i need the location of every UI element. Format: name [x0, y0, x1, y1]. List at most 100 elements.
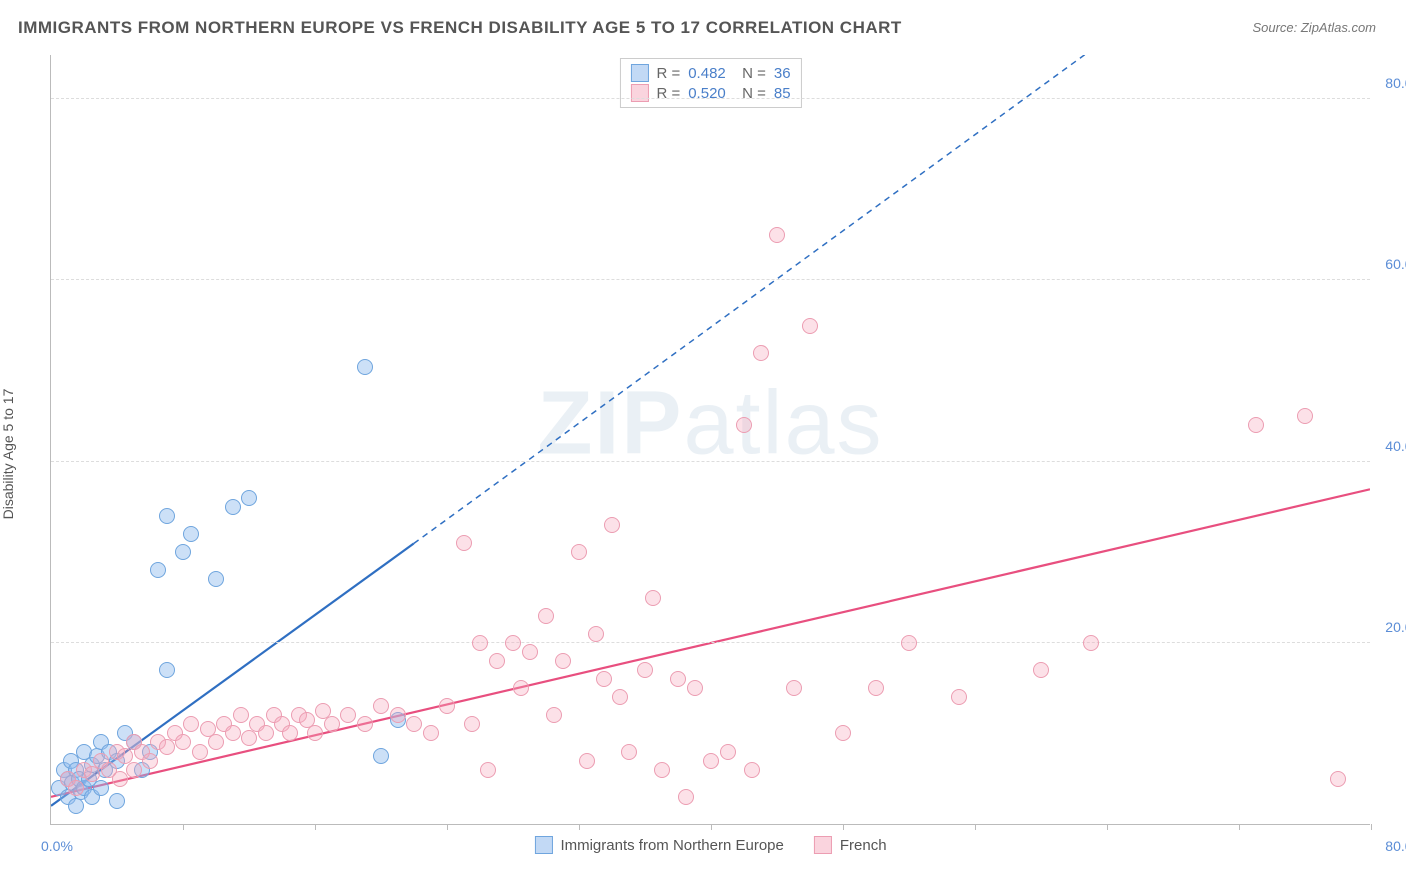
scatter-point [142, 753, 158, 769]
scatter-point [645, 590, 661, 606]
y-tick-label: 20.0% [1385, 619, 1406, 635]
scatter-point [208, 571, 224, 587]
scatter-point [868, 680, 884, 696]
stats-r-value: 0.482 [688, 65, 726, 82]
scatter-point [192, 744, 208, 760]
scatter-point [753, 345, 769, 361]
y-tick-label: 80.0% [1385, 75, 1406, 91]
gridline-h [51, 279, 1370, 280]
scatter-point [373, 748, 389, 764]
scatter-point [109, 793, 125, 809]
scatter-point [233, 707, 249, 723]
source-attribution: Source: ZipAtlas.com [1252, 20, 1376, 35]
scatter-point [258, 725, 274, 741]
x-axis-legend: Immigrants from Northern Europe French [534, 836, 886, 854]
y-tick-label: 40.0% [1385, 438, 1406, 454]
scatter-point [456, 535, 472, 551]
scatter-point [769, 227, 785, 243]
x-tick [1239, 824, 1240, 830]
scatter-point [324, 716, 340, 732]
scatter-point [835, 725, 851, 741]
scatter-point [472, 635, 488, 651]
gridline-h [51, 461, 1370, 462]
x-axis-max-label: 80.0% [1385, 838, 1406, 854]
scatter-point [571, 544, 587, 560]
scatter-point [538, 608, 554, 624]
x-tick [1371, 824, 1372, 830]
x-legend-item: French [814, 836, 887, 854]
scatter-point [1297, 408, 1313, 424]
scatter-point [612, 689, 628, 705]
gridline-h [51, 642, 1370, 643]
scatter-point [802, 318, 818, 334]
scatter-point [489, 653, 505, 669]
scatter-point [522, 644, 538, 660]
scatter-point [687, 680, 703, 696]
x-tick [315, 824, 316, 830]
scatter-point [159, 739, 175, 755]
legend-label: French [840, 837, 887, 854]
stats-legend-box: R = 0.482 N = 36 R = 0.520 N = 85 [619, 58, 801, 108]
scatter-point [703, 753, 719, 769]
scatter-point [208, 734, 224, 750]
legend-label: Immigrants from Northern Europe [560, 837, 783, 854]
scatter-point [241, 490, 257, 506]
x-tick [579, 824, 580, 830]
x-axis-min-label: 0.0% [41, 838, 73, 854]
scatter-point [654, 762, 670, 778]
x-tick [1107, 824, 1108, 830]
x-tick [711, 824, 712, 830]
legend-swatch [630, 64, 648, 82]
scatter-point [175, 734, 191, 750]
scatter-point [225, 499, 241, 515]
scatter-point [588, 626, 604, 642]
legend-swatch [534, 836, 552, 854]
scatter-point [513, 680, 529, 696]
x-tick [447, 824, 448, 830]
stats-n-label: N = [734, 65, 766, 82]
scatter-point [357, 716, 373, 732]
scatter-point [159, 662, 175, 678]
scatter-point [225, 725, 241, 741]
scatter-point [390, 707, 406, 723]
scatter-point [68, 780, 84, 796]
stats-n-value: 36 [774, 65, 791, 82]
scatter-point [183, 716, 199, 732]
legend-swatch [814, 836, 832, 854]
scatter-point [150, 562, 166, 578]
gridline-h [51, 98, 1370, 99]
scatter-point [84, 766, 100, 782]
scatter-point [159, 508, 175, 524]
scatter-point [480, 762, 496, 778]
trend-lines-svg [51, 55, 1370, 824]
scatter-point [340, 707, 356, 723]
scatter-point [596, 671, 612, 687]
legend-swatch [630, 84, 648, 102]
y-tick-label: 60.0% [1385, 256, 1406, 272]
stats-row: R = 0.482 N = 36 [630, 63, 790, 83]
x-tick [183, 824, 184, 830]
scatter-point [439, 698, 455, 714]
scatter-point [68, 798, 84, 814]
scatter-point [720, 744, 736, 760]
chart-title: IMMIGRANTS FROM NORTHERN EUROPE VS FRENC… [18, 18, 902, 38]
scatter-point [307, 725, 323, 741]
scatter-point [621, 744, 637, 760]
stats-row: R = 0.520 N = 85 [630, 83, 790, 103]
plot-area: ZIPatlas R = 0.482 N = 36 R = 0.520 N = … [50, 55, 1370, 825]
scatter-point [423, 725, 439, 741]
scatter-point [464, 716, 480, 732]
scatter-point [546, 707, 562, 723]
x-legend-item: Immigrants from Northern Europe [534, 836, 783, 854]
scatter-point [555, 653, 571, 669]
scatter-point [786, 680, 802, 696]
scatter-point [406, 716, 422, 732]
scatter-point [637, 662, 653, 678]
scatter-point [93, 780, 109, 796]
scatter-point [901, 635, 917, 651]
scatter-point [183, 526, 199, 542]
scatter-point [1083, 635, 1099, 651]
scatter-point [126, 762, 142, 778]
scatter-point [951, 689, 967, 705]
scatter-point [678, 789, 694, 805]
